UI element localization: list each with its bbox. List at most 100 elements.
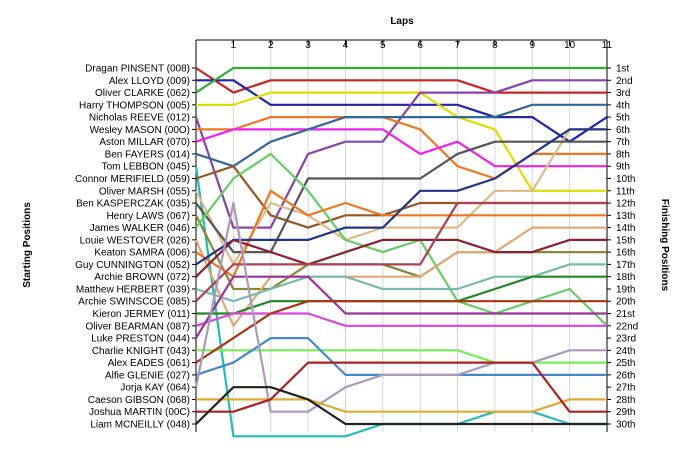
finish-position-label: 20th [616, 297, 635, 308]
finish-position-label: 30th [616, 420, 635, 431]
finish-position-label: 21st [616, 309, 635, 320]
driver-label: Ben FAYERS (014) [105, 149, 190, 160]
finish-position-label: 11th [616, 186, 635, 197]
finish-position-label: 6th [616, 125, 630, 136]
driver-label: Charlie KNIGHT (043) [92, 346, 190, 357]
driver-label: Kieron JERMEY (011) [93, 309, 190, 320]
finish-position-label: 29th [616, 407, 635, 418]
series-line [194, 226, 607, 327]
series-line [195, 67, 607, 94]
series-line [195, 386, 607, 426]
series-line [195, 128, 607, 266]
lap-tick-label: 4 [343, 40, 349, 51]
driver-label: Alfie GLENIE (027) [105, 370, 190, 381]
series-line [196, 398, 607, 413]
lap-tick-label: 9 [529, 40, 535, 51]
series-line [195, 275, 607, 339]
driver-label: Joshua MARTIN (00C) [89, 407, 190, 418]
series-line [195, 214, 607, 291]
finish-position-label: 2nd [616, 76, 633, 87]
finish-position-label: 8th [616, 149, 630, 160]
series-line [194, 201, 607, 413]
finish-position-label: 28th [616, 395, 635, 406]
series-line [195, 140, 607, 254]
driver-label: Alex EADES (061) [108, 358, 190, 369]
series-line [196, 91, 607, 192]
series-line [195, 103, 607, 168]
driver-label: Alex LLOYD (009) [109, 76, 190, 87]
finish-position-label: 7th [616, 137, 630, 148]
driver-label: Louie WESTOVER (026) [80, 235, 190, 246]
finish-position-label: 17th [616, 260, 635, 271]
lap-tick-label: 5 [380, 40, 386, 51]
finish-position-label: 25th [616, 358, 635, 369]
driver-label: Ben KASPERCZAK (035) [76, 199, 190, 210]
finish-position-label: 10th [616, 174, 635, 185]
finish-position-label: 1st [616, 64, 630, 75]
driver-label: James WALKER (046) [90, 223, 190, 234]
driver-label: Dragan PINSENT (008) [85, 64, 190, 75]
series-lines [194, 66, 608, 438]
finish-position-label: 3rd [616, 88, 630, 99]
finish-position-label: 26th [616, 370, 635, 381]
finish-position-label: 15th [616, 235, 635, 246]
series-line [195, 263, 607, 303]
driver-label: Caeson GIBSON (068) [88, 395, 190, 406]
lap-tick-label: 2 [268, 40, 274, 51]
lap-tick-label: 1 [231, 40, 237, 51]
lap-tick-label: 3 [305, 40, 311, 51]
driver-label: Nicholas REEVE (012) [89, 113, 190, 124]
series-line [195, 238, 607, 278]
driver-label: Henry LAWS (067) [106, 211, 190, 222]
finish-position-label: 18th [616, 272, 635, 283]
driver-label: Oliver MARSH (055) [99, 186, 190, 197]
series-line [195, 300, 607, 364]
driver-label: Connor MERIFIELD (059) [75, 174, 190, 185]
driver-label: Keaton SAMRA (006) [94, 248, 190, 259]
series-line [195, 312, 607, 327]
driver-label: Harry THOMPSON (005) [79, 100, 190, 111]
driver-label: Archie BROWN (072) [94, 272, 190, 283]
finish-position-label: 19th [616, 284, 635, 295]
driver-label: Wesley MASON (00O) [90, 125, 190, 136]
finish-position-label: 27th [616, 383, 635, 394]
lap-tick-labels: 1 2 3 4 5 6 7 8 9 10 11 [231, 40, 613, 51]
series-line [195, 189, 607, 278]
finish-position-label: 16th [616, 248, 635, 259]
finish-position-label: 13th [616, 211, 635, 222]
lap-tick-label: 8 [492, 40, 498, 51]
x-axis-title: Laps [390, 16, 414, 27]
finish-position-label: 5th [616, 113, 630, 124]
lap-tick-label: 7 [455, 40, 461, 51]
driver-label: Oliver BEARMAN (087) [86, 321, 190, 332]
driver-labels: Dragan PINSENT (008)Alex LLOYD (009)Oliv… [75, 64, 190, 431]
driver-label: Archie SWINSCOE (085) [78, 297, 190, 308]
lap-tick-label: 11 [602, 40, 613, 51]
finish-labels: 1st2nd3rd4th5th6th7th8th9th10th11th12th1… [616, 64, 638, 431]
series-line [196, 79, 608, 143]
y-axis-title-left: Starting Positions [22, 202, 33, 288]
driver-label: Liam MCNEILLY (048) [90, 420, 190, 431]
series-line [195, 152, 608, 327]
driver-label: Matthew HERBERT (039) [76, 284, 190, 295]
finish-position-label: 22nd [616, 321, 638, 332]
driver-label: Guy CUNNINGTON (052) [75, 260, 190, 271]
series-line [196, 361, 607, 413]
finish-position-label: 12th [616, 199, 635, 210]
series-line [196, 115, 607, 180]
driver-label: Jorja KAY (064) [120, 383, 190, 394]
finish-position-label: 24th [616, 346, 635, 357]
series-line [195, 128, 607, 266]
finish-position-label: 23rd [616, 334, 636, 345]
finish-position-label: 4th [616, 100, 630, 111]
y-axis-title-right: Finishing Positions [659, 199, 670, 292]
series-line [196, 349, 607, 364]
series-line [195, 66, 607, 94]
driver-label: Aston MILLAR (070) [99, 137, 190, 148]
driver-label: Oliver CLARKE (062) [95, 88, 190, 99]
series-line [195, 201, 607, 302]
driver-label: Tom LEBBON (045) [102, 162, 190, 173]
series-line [195, 128, 607, 168]
driver-label: Luke PRESTON (044) [91, 334, 190, 345]
